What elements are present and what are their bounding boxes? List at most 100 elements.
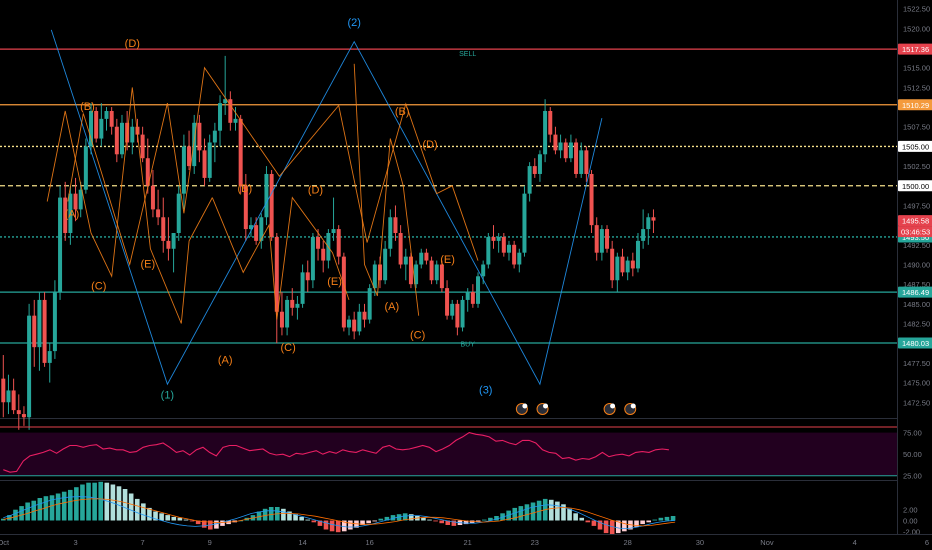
candle-body[interactable]: [1, 378, 6, 403]
candle-body[interactable]: [512, 244, 517, 265]
candle-body[interactable]: [233, 118, 238, 123]
candle-body[interactable]: [248, 225, 253, 230]
wave-label[interactable]: (2): [347, 17, 360, 29]
wave-label[interactable]: (C): [91, 281, 106, 293]
price-pane[interactable]: SELL BUY (2) (1) (3) (D) (B) (A) (C) (E) (B) (A) (D)…: [0, 17, 897, 430]
candle-body[interactable]: [181, 146, 186, 194]
candle-body[interactable]: [439, 264, 444, 289]
candle-body[interactable]: [238, 118, 243, 186]
candle-body[interactable]: [6, 390, 11, 403]
candle-body[interactable]: [274, 236, 279, 312]
candle-body[interactable]: [212, 130, 217, 143]
wave-label[interactable]: (C): [410, 329, 425, 341]
level-price-tag[interactable]: 1510.29: [898, 99, 932, 111]
candle-body[interactable]: [563, 142, 568, 159]
candle-body[interactable]: [109, 110, 114, 127]
candle-body[interactable]: [393, 217, 398, 234]
event-icon[interactable]: [624, 403, 637, 415]
wave-label[interactable]: (3): [479, 385, 492, 397]
candle-body[interactable]: [321, 248, 326, 261]
candle-body[interactable]: [32, 315, 37, 348]
candle-body[interactable]: [269, 173, 274, 237]
candle-body[interactable]: [543, 110, 548, 155]
wave-label[interactable]: (D): [308, 185, 323, 197]
candle-body[interactable]: [264, 173, 269, 218]
candle-body[interactable]: [218, 103, 223, 131]
wave-line[interactable]: [353, 63, 420, 316]
candle-body[interactable]: [501, 236, 506, 253]
candle-body[interactable]: [424, 252, 429, 261]
candle-body[interactable]: [171, 233, 176, 249]
candle-body[interactable]: [119, 122, 124, 155]
candle-body[interactable]: [192, 122, 197, 167]
candle-body[interactable]: [295, 303, 300, 308]
candle-body[interactable]: [243, 185, 248, 230]
time-axis[interactable]: Oct 3 7 9 14 16 21 23 28 30 Nov 4 6: [0, 534, 932, 548]
candle-body[interactable]: [89, 110, 94, 147]
wave-label[interactable]: (E): [440, 254, 455, 266]
event-icon[interactable]: [603, 403, 616, 415]
wave-label[interactable]: (C): [280, 342, 295, 354]
candle-body[interactable]: [47, 351, 52, 363]
candle-body[interactable]: [548, 110, 553, 135]
wave-line[interactable]: [211, 196, 350, 320]
candle-body[interactable]: [331, 229, 336, 234]
candle-body[interactable]: [651, 217, 656, 221]
candle-body[interactable]: [470, 292, 475, 304]
wave-label[interactable]: (A): [218, 355, 233, 367]
wave-line[interactable]: [50, 29, 603, 386]
event-icon[interactable]: [515, 403, 528, 415]
candle-body[interactable]: [599, 229, 604, 253]
candle-body[interactable]: [104, 110, 109, 119]
candle-body[interactable]: [279, 311, 284, 328]
level-price-tag[interactable]: 1495.58: [898, 215, 932, 227]
wave-label[interactable]: (B): [395, 106, 410, 118]
level-price-tag[interactable]: 1517.36: [898, 43, 932, 55]
candle-body[interactable]: [58, 197, 63, 293]
candle-body[interactable]: [377, 264, 382, 281]
candle-body[interactable]: [522, 193, 527, 253]
candle-body[interactable]: [150, 185, 155, 210]
candle-body[interactable]: [367, 288, 372, 320]
wave-label[interactable]: (B): [80, 101, 95, 113]
wave-label[interactable]: (B): [237, 183, 252, 195]
candle-body[interactable]: [429, 260, 434, 281]
candle-body[interactable]: [73, 193, 78, 210]
candle-body[interactable]: [114, 126, 119, 155]
candle-body[interactable]: [336, 229, 341, 257]
candle-body[interactable]: [161, 217, 166, 241]
candle-body[interactable]: [228, 99, 233, 123]
candle-body[interactable]: [207, 142, 212, 178]
candle-body[interactable]: [584, 150, 589, 174]
level-price-tag[interactable]: 1486.49: [898, 286, 932, 298]
candle-body[interactable]: [21, 414, 26, 418]
candle-body[interactable]: [290, 299, 295, 308]
candle-body[interactable]: [486, 236, 491, 265]
candle-body[interactable]: [187, 146, 192, 167]
candle-body[interactable]: [42, 299, 47, 363]
candle-body[interactable]: [398, 233, 403, 265]
candle-body[interactable]: [517, 252, 522, 265]
candle-body[interactable]: [630, 260, 635, 269]
candle-body[interactable]: [553, 134, 558, 151]
candle-body[interactable]: [254, 225, 259, 241]
level-price-tag[interactable]: 1500.00: [898, 180, 932, 192]
candle-body[interactable]: [197, 122, 202, 151]
candle-body[interactable]: [176, 193, 181, 234]
candle-body[interactable]: [11, 390, 16, 411]
candle-body[interactable]: [646, 217, 651, 230]
candle-body[interactable]: [558, 142, 563, 151]
candle-body[interactable]: [625, 260, 630, 273]
candle-body[interactable]: [589, 173, 594, 226]
candle-body[interactable]: [223, 99, 228, 104]
candle-body[interactable]: [316, 236, 321, 249]
macd-line[interactable]: [3, 496, 676, 530]
candle-body[interactable]: [635, 240, 640, 269]
candle-body[interactable]: [615, 256, 620, 281]
candle-body[interactable]: [496, 236, 501, 241]
candle-body[interactable]: [99, 118, 104, 139]
wave-label[interactable]: (1): [161, 389, 174, 401]
candle-body[interactable]: [403, 256, 408, 265]
candle-body[interactable]: [641, 229, 646, 241]
